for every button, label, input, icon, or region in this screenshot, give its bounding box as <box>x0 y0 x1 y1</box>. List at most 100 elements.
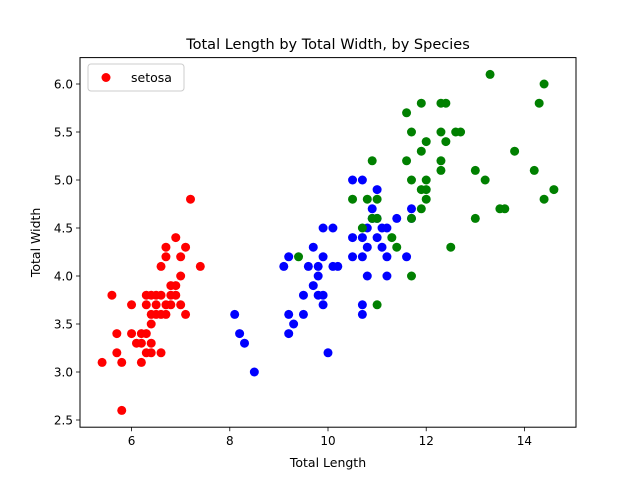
data-point-series2-3 <box>362 194 372 204</box>
data-point-series1-3 <box>249 367 259 377</box>
data-point-series0-41 <box>181 242 191 252</box>
data-point-series1-25 <box>348 175 358 185</box>
data-point-series0-37 <box>171 281 181 291</box>
data-point-series2-1 <box>348 194 358 204</box>
data-point-series0-39 <box>176 271 186 281</box>
data-point-series1-21 <box>323 348 333 358</box>
data-point-series2-45 <box>549 185 559 195</box>
data-point-series2-9 <box>387 233 397 243</box>
data-point-series1-2 <box>240 338 250 348</box>
data-point-series1-4 <box>279 261 289 271</box>
x-tick-label: 8 <box>226 434 234 448</box>
data-point-series2-36 <box>480 175 490 185</box>
data-point-series1-36 <box>367 204 377 214</box>
y-tick-label: 4.0 <box>54 269 73 283</box>
x-tick-label: 6 <box>128 434 136 448</box>
data-point-series2-0 <box>294 252 304 262</box>
data-point-series0-3 <box>112 348 122 358</box>
data-point-series1-12 <box>308 242 318 252</box>
data-point-series2-14 <box>406 175 416 185</box>
data-point-series1-14 <box>313 261 323 271</box>
data-point-series2-6 <box>372 194 382 204</box>
data-point-series2-39 <box>500 204 510 214</box>
data-point-series0-6 <box>127 300 137 310</box>
y-tick-label: 6.0 <box>54 77 73 91</box>
x-axis: 6 8 10 12 14 <box>128 427 532 448</box>
data-point-series2-13 <box>406 127 416 137</box>
data-point-series2-22 <box>421 175 431 185</box>
data-point-series1-30 <box>357 252 367 262</box>
data-point-series1-6 <box>284 309 294 319</box>
y-tick-label: 3.0 <box>54 365 73 379</box>
y-tick-label: 5.5 <box>54 125 73 139</box>
data-point-series0-14 <box>141 329 151 339</box>
legend: setosa <box>87 63 185 92</box>
data-point-series0-43 <box>186 194 195 204</box>
data-point-series1-31 <box>357 300 367 310</box>
data-point-series2-21 <box>421 137 431 147</box>
data-point-series2-12 <box>402 156 412 166</box>
data-point-series0-36 <box>171 290 181 300</box>
data-point-series0-2 <box>112 329 122 339</box>
data-point-series1-47 <box>402 252 412 262</box>
y-axis: 2.5 3.0 3.5 4.0 4.5 5.0 5.5 6.0 <box>54 77 80 427</box>
data-point-series1-32 <box>357 309 367 319</box>
data-point-series1-43 <box>382 223 392 233</box>
data-point-series1-18 <box>318 223 328 233</box>
data-point-series0-4 <box>117 357 127 367</box>
data-point-series0-40 <box>176 300 186 310</box>
data-point-series1-11 <box>303 261 313 271</box>
data-point-series1-42 <box>377 242 387 252</box>
data-point-series2-4 <box>367 156 377 166</box>
data-point-series1-20 <box>318 300 328 310</box>
data-point-series1-0 <box>230 309 240 319</box>
data-point-series0-30 <box>161 309 171 319</box>
data-point-series1-38 <box>372 185 382 195</box>
data-point-series2-34 <box>470 165 480 175</box>
data-point-series2-11 <box>402 108 412 118</box>
data-point-series0-27 <box>156 261 166 271</box>
data-point-series0-28 <box>161 252 171 262</box>
y-tick-label: 2.5 <box>54 413 73 427</box>
data-point-series1-35 <box>362 271 372 281</box>
data-point-series0-1 <box>107 290 117 300</box>
data-point-series2-8 <box>372 300 382 310</box>
y-tick-label: 5.0 <box>54 173 73 187</box>
data-point-series0-42 <box>181 309 191 319</box>
data-point-series1-13 <box>308 281 318 291</box>
data-point-series2-41 <box>529 165 539 175</box>
data-point-series2-42 <box>534 98 544 108</box>
data-point-series1-8 <box>289 319 299 329</box>
data-point-series0-35 <box>171 233 181 243</box>
data-point-series1-46 <box>392 213 402 223</box>
data-point-series1-9 <box>298 290 308 300</box>
data-point-series1-7 <box>284 329 294 339</box>
data-point-series1-39 <box>372 233 382 243</box>
data-point-series1-34 <box>362 242 372 252</box>
data-point-series2-18 <box>416 146 426 156</box>
data-point-series2-44 <box>539 194 549 204</box>
data-point-series0-10 <box>136 338 146 348</box>
data-point-series1-19 <box>318 290 328 300</box>
legend-marker-setosa <box>101 73 111 82</box>
data-point-series1-45 <box>382 271 392 281</box>
data-point-series0-22 <box>151 300 161 310</box>
data-point-series2-16 <box>406 271 416 281</box>
data-point-series2-30 <box>441 137 451 147</box>
data-point-series0-11 <box>136 357 146 367</box>
data-point-series1-48 <box>406 204 416 214</box>
data-point-series1-44 <box>382 252 392 262</box>
data-point-series0-44 <box>195 261 205 271</box>
legend-label-setosa: setosa <box>131 70 172 85</box>
data-point-series2-24 <box>421 194 431 204</box>
x-tick-label: 10 <box>320 434 335 448</box>
data-point-series1-26 <box>348 233 358 243</box>
data-point-series1-5 <box>284 252 294 262</box>
data-point-series0-19 <box>146 338 156 348</box>
data-point-series1-27 <box>348 252 358 262</box>
data-point-series0-13 <box>141 300 151 310</box>
data-point-series2-7 <box>372 213 382 223</box>
data-point-series1-24 <box>333 261 343 271</box>
